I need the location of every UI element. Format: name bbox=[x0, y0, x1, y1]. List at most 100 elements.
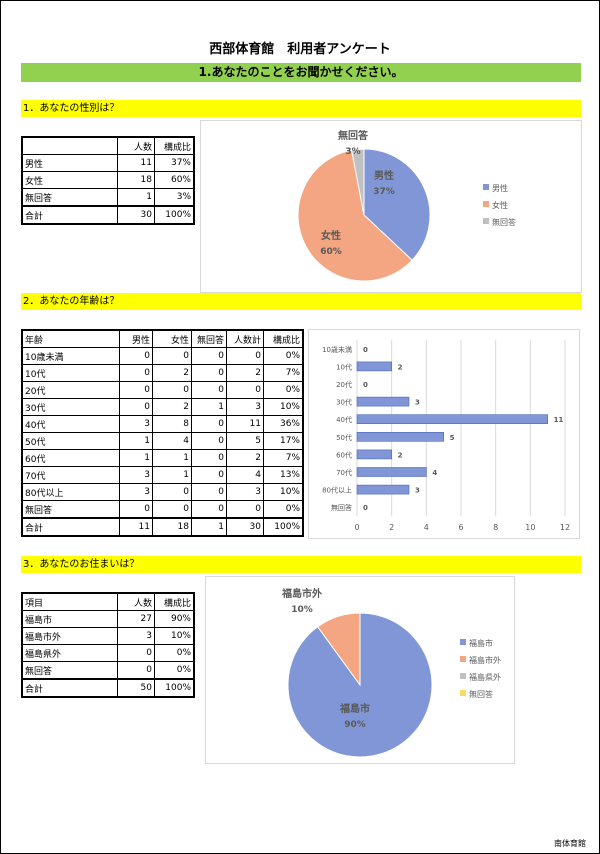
table-cell: 60代 bbox=[21, 449, 120, 467]
table-cell: 10% bbox=[263, 483, 304, 501]
table-cell: 0 bbox=[152, 483, 192, 501]
gender-table: 人数 構成比 男性 11 37% 女性 18 60% 無回答 1 3% 合計 30 100% bbox=[21, 136, 195, 225]
table-cell: 30代 bbox=[21, 398, 120, 416]
table-cell: 無回答 bbox=[21, 661, 118, 680]
table-cell: 1 bbox=[191, 398, 227, 416]
table-cell: 27 bbox=[117, 610, 155, 628]
table-row: 10代 0 2 0 2 7% bbox=[21, 364, 304, 382]
legend-label: 福島市 bbox=[469, 638, 493, 648]
table-cell: 構成比 bbox=[154, 592, 195, 611]
data-label: 4 bbox=[432, 469, 437, 477]
table-row: 合計 11 18 1 30 100% bbox=[21, 517, 304, 537]
data-label: 0 bbox=[363, 346, 368, 354]
data-label: 60% bbox=[320, 247, 342, 257]
pie-slice bbox=[363, 148, 431, 261]
bar bbox=[356, 432, 444, 442]
category-label: 40代 bbox=[336, 415, 352, 424]
data-label: 0 bbox=[363, 504, 368, 512]
table-cell: 2 bbox=[226, 449, 264, 467]
pie-slice bbox=[316, 612, 361, 687]
table-cell: 3 bbox=[226, 398, 264, 416]
table-cell: 50 bbox=[117, 678, 155, 698]
table-cell: 7% bbox=[263, 364, 304, 382]
table-cell: 0 bbox=[226, 381, 264, 399]
legend-swatch bbox=[483, 201, 489, 207]
data-label: 女性 bbox=[321, 229, 341, 242]
legend-swatch bbox=[460, 656, 466, 662]
table-cell: 0 bbox=[191, 466, 227, 484]
table-cell: 50代 bbox=[21, 432, 120, 450]
table-cell: 0 bbox=[191, 483, 227, 501]
q2-heading: 2．あなたの年齢は？ bbox=[21, 293, 581, 310]
category-label: 80代以上 bbox=[322, 486, 352, 495]
table-cell: 0 bbox=[119, 500, 153, 519]
table-cell: 2 bbox=[226, 364, 264, 382]
pie-slice bbox=[351, 148, 365, 216]
category-label: 10代 bbox=[336, 362, 352, 371]
data-label: 10% bbox=[291, 605, 313, 615]
table-cell: 0 bbox=[119, 347, 153, 365]
table-row: 無回答 0 0% bbox=[21, 661, 195, 680]
table-cell: 無回答 bbox=[21, 188, 118, 207]
table-cell: 0 bbox=[119, 381, 153, 399]
table-cell: 年齢 bbox=[21, 329, 120, 348]
table-cell: 3 bbox=[117, 627, 155, 645]
residence-table: 項目 人数 構成比 福島市 27 90% 福島市外 3 10% 福島県外 0 0% 無回答 0 0% 合計 50… bbox=[21, 592, 195, 698]
table-cell: 合計 bbox=[21, 205, 118, 225]
table-cell: 1 bbox=[119, 449, 153, 467]
category-label: 20代 bbox=[336, 380, 352, 389]
tick-label: 4 bbox=[424, 523, 429, 532]
table-row: 無回答 0 0 0 0 0% bbox=[21, 500, 304, 519]
table-cell: 18 bbox=[152, 517, 192, 537]
table-cell: 40代 bbox=[21, 415, 120, 433]
legend-label: 女性 bbox=[492, 200, 508, 210]
table-cell: 合計 bbox=[21, 678, 118, 698]
bar bbox=[356, 414, 548, 424]
table-cell: 男性 bbox=[21, 154, 118, 172]
table-cell: 0 bbox=[226, 347, 264, 365]
legend-swatch bbox=[460, 639, 466, 645]
data-label: 2 bbox=[398, 451, 403, 459]
legend-swatch bbox=[483, 218, 489, 224]
table-cell: 女性 bbox=[152, 329, 192, 348]
table-cell: 2 bbox=[152, 398, 192, 416]
table-cell: 1 bbox=[119, 432, 153, 450]
data-label: 11 bbox=[554, 416, 564, 424]
table-cell: 女性 bbox=[21, 171, 118, 189]
table-cell: 4 bbox=[152, 432, 192, 450]
pie-slice bbox=[297, 149, 413, 282]
table-cell: 30 bbox=[117, 205, 155, 225]
data-label: 90% bbox=[344, 720, 366, 730]
tick-label: 0 bbox=[354, 523, 359, 532]
table-cell: 3% bbox=[154, 188, 195, 207]
table-cell: 70代 bbox=[21, 466, 120, 484]
table-cell: 2 bbox=[152, 364, 192, 382]
table-cell: 0 bbox=[119, 398, 153, 416]
table-cell: 合計 bbox=[21, 517, 120, 537]
data-label: 2 bbox=[398, 363, 403, 371]
data-label: 3 bbox=[415, 399, 420, 407]
table-row: 合計 30 100% bbox=[21, 205, 195, 225]
data-label: 37% bbox=[373, 187, 395, 197]
table-cell: 90% bbox=[154, 610, 195, 628]
table-row: 男性 11 37% bbox=[21, 154, 195, 172]
age-table: 年齢 男性 女性 無回答 人数計 構成比 10歳未満 0 0 0 0 0% 10代 0 2 0 2 7% 20代 0 0… bbox=[21, 329, 304, 537]
table-cell: 3 bbox=[119, 415, 153, 433]
table-cell: 10代 bbox=[21, 364, 120, 382]
table-cell: 8 bbox=[152, 415, 192, 433]
table-cell: 4 bbox=[226, 466, 264, 484]
table-cell: 36% bbox=[263, 415, 304, 433]
legend-swatch bbox=[460, 673, 466, 679]
table-cell: 0% bbox=[154, 644, 195, 662]
category-label: 50代 bbox=[336, 433, 352, 442]
table-cell: 37% bbox=[154, 154, 195, 172]
table-cell: 福島県外 bbox=[21, 644, 118, 662]
table-cell: 0% bbox=[154, 661, 195, 680]
table-row: 20代 0 0 0 0 0% bbox=[21, 381, 304, 399]
data-label: 3 bbox=[415, 487, 420, 495]
section-banner: 1.あなたのことをお聞かせください。 bbox=[21, 63, 581, 82]
table-row: 福島県外 0 0% bbox=[21, 644, 195, 662]
table-cell: 1 bbox=[152, 449, 192, 467]
table-header-row: 年齢 男性 女性 無回答 人数計 構成比 bbox=[21, 329, 304, 348]
